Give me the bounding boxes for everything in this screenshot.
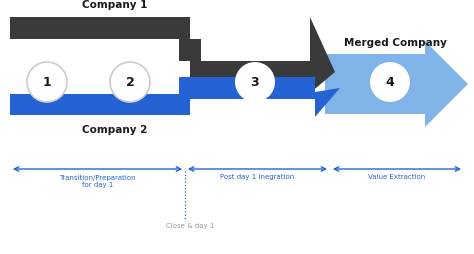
Polygon shape (10, 95, 190, 116)
Polygon shape (190, 18, 335, 94)
Polygon shape (190, 78, 340, 118)
Polygon shape (179, 40, 201, 62)
Polygon shape (10, 18, 190, 40)
Text: Close & day 1: Close & day 1 (166, 222, 214, 228)
Text: Company 2: Company 2 (82, 124, 148, 134)
Text: 3: 3 (251, 76, 259, 89)
Polygon shape (179, 78, 201, 95)
Text: Value Extraction: Value Extraction (368, 173, 426, 179)
Text: Post day 1 inegration: Post day 1 inegration (220, 173, 295, 179)
Polygon shape (325, 42, 468, 128)
Text: 1: 1 (43, 76, 51, 89)
Text: Transition/Preparation
for day 1: Transition/Preparation for day 1 (59, 174, 136, 187)
Circle shape (235, 63, 275, 103)
Text: Company 1: Company 1 (82, 0, 148, 10)
Circle shape (27, 63, 67, 103)
Circle shape (370, 63, 410, 103)
Text: 2: 2 (126, 76, 134, 89)
Text: 4: 4 (386, 76, 394, 89)
Circle shape (110, 63, 150, 103)
Text: Merged Company: Merged Company (344, 38, 447, 48)
